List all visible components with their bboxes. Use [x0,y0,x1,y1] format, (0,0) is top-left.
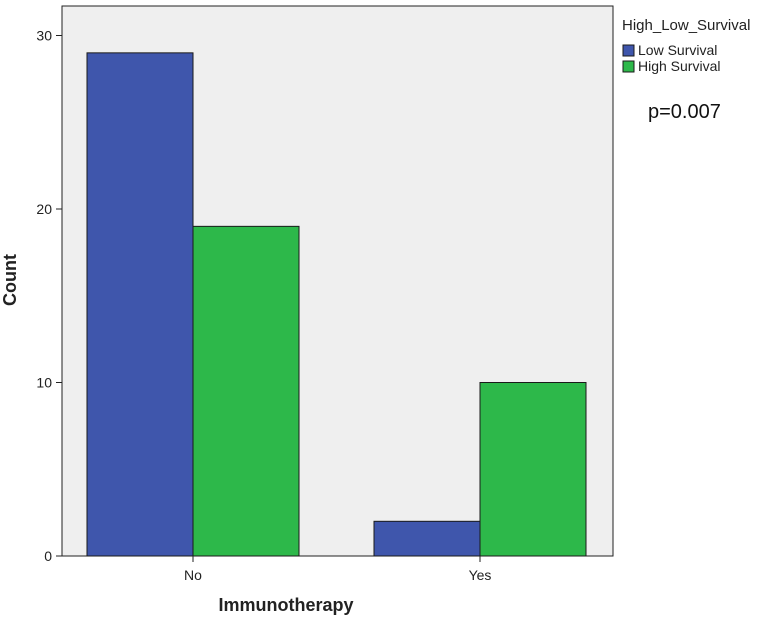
x-tick-label: Yes [469,567,492,583]
p-value-annotation: p=0.007 [648,101,721,123]
legend-swatch [622,44,635,57]
legend-swatch [622,60,635,73]
bar-low-survival-no [86,52,194,557]
bar-low-survival-yes [373,520,481,557]
x-axis: No Yes [184,556,491,583]
x-tick-label: No [184,567,202,583]
legend-label: Low Survival [638,42,717,58]
x-axis-title: Immunotherapy [218,595,353,615]
y-tick-label: 30 [36,28,52,44]
bars [86,52,587,557]
y-tick-label: 0 [44,548,52,564]
legend-label: High Survival [638,58,720,74]
y-axis: 0 10 20 30 [36,28,62,564]
legend-title: High_Low_Survival [622,17,750,34]
y-tick-label: 20 [36,201,52,217]
bar-high-survival-yes [479,382,587,557]
y-axis-title: Count [0,254,20,306]
y-tick-label: 10 [36,375,52,391]
bar-high-survival-no [192,225,300,557]
